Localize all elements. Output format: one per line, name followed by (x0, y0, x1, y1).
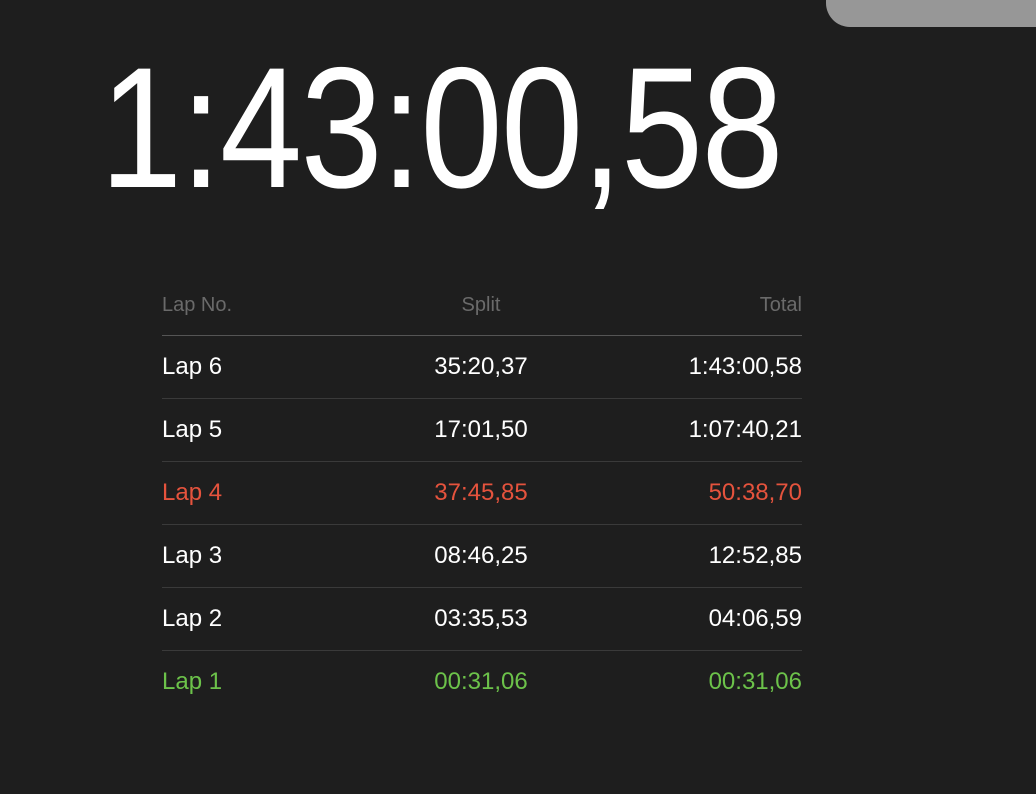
lap-row: Lap 5 17:01,50 1:07:40,21 (162, 399, 802, 462)
stopwatch-time: 1:43:00,58 (100, 32, 784, 224)
lap-split: 03:35,53 (434, 605, 528, 632)
header-lap-no: Lap No. (162, 294, 233, 316)
lap-row: Lap 6 35:20,37 1:43:00,58 (162, 336, 802, 399)
lap-split: 37:45,85 (434, 479, 528, 506)
lap-label: Lap 1 (162, 668, 223, 695)
header-split: Split (461, 294, 501, 316)
lap-row: Lap 4 37:45,85 50:38,70 (162, 462, 802, 525)
lap-row: Lap 1 00:31,06 00:31,06 (162, 651, 802, 713)
header-total: Total (759, 294, 802, 316)
lap-label: Lap 3 (162, 542, 223, 569)
lap-split: 17:01,50 (434, 416, 528, 443)
laps-table: Lap No. Split Total Lap 6 35:20,37 1:43:00… (162, 290, 802, 713)
lap-label: Lap 6 (162, 353, 223, 380)
laps-header: Lap No. Split Total (162, 290, 802, 336)
lap-total: 12:52,85 (708, 542, 802, 569)
lap-total: 1:07:40,21 (688, 416, 802, 443)
window-overlay-panel (826, 0, 1036, 27)
lap-total: 00:31,06 (708, 668, 802, 695)
lap-total: 04:06,59 (708, 605, 802, 632)
lap-split: 08:46,25 (434, 542, 528, 569)
lap-label: Lap 4 (162, 479, 223, 506)
lap-split: 00:31,06 (434, 668, 528, 695)
lap-total: 1:43:00,58 (688, 353, 802, 380)
lap-row: Lap 2 03:35,53 04:06,59 (162, 588, 802, 651)
lap-total: 50:38,70 (708, 479, 802, 506)
lap-split: 35:20,37 (434, 353, 528, 380)
lap-row: Lap 3 08:46,25 12:52,85 (162, 525, 802, 588)
lap-label: Lap 5 (162, 416, 223, 443)
lap-label: Lap 2 (162, 605, 223, 632)
